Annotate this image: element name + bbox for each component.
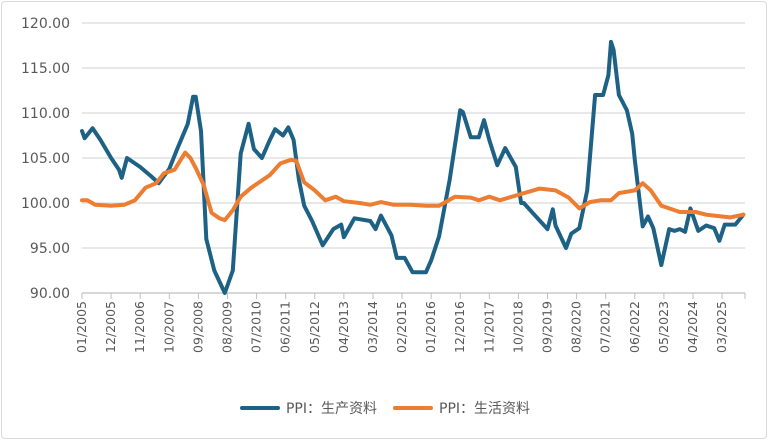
x-tick-label: 06/2022 — [627, 301, 642, 353]
x-tick-label: 05/2023 — [656, 301, 671, 353]
y-tick-label: 105.00 — [21, 151, 70, 167]
legend-item-living: PPI：生活资料 — [393, 398, 530, 418]
x-tick-label: 03/2025 — [714, 301, 729, 353]
x-tick-label: 07/2021 — [598, 301, 613, 353]
x-tick-label: 12/2016 — [452, 301, 467, 353]
legend: PPI：生产资料 PPI：生活资料 — [0, 398, 770, 418]
x-tick-label: 04/2024 — [685, 301, 700, 353]
x-tick-label: 05/2012 — [307, 301, 322, 353]
x-tick-label: 10/2007 — [161, 301, 176, 353]
x-tick-label: 11/2006 — [132, 301, 147, 353]
y-tick-label: 90.00 — [30, 286, 70, 302]
x-tick-label: 02/2015 — [394, 301, 409, 353]
x-tick-label: 08/2009 — [219, 301, 234, 353]
y-tick-label: 115.00 — [21, 61, 70, 77]
y-tick-label: 110.00 — [21, 106, 70, 122]
x-tick-label: 01/2005 — [74, 301, 89, 353]
x-tick-label: 11/2017 — [481, 301, 496, 353]
x-tick-label: 10/2018 — [510, 301, 525, 353]
x-tick-label: 08/2020 — [569, 301, 584, 353]
legend-label: PPI：生活资料 — [439, 401, 531, 417]
x-tick-label: 03/2014 — [365, 301, 380, 353]
x-tick-label: 06/2011 — [278, 301, 293, 353]
x-tick-label: 04/2013 — [336, 301, 351, 353]
legend-swatch — [393, 406, 433, 410]
y-tick-label: 120.00 — [21, 16, 70, 32]
legend-swatch — [239, 406, 280, 410]
x-tick-label: 09/2008 — [190, 301, 205, 353]
y-tick-label: 100.00 — [21, 196, 70, 212]
x-tick-label: 09/2019 — [540, 301, 555, 353]
y-tick-label: 95.00 — [30, 241, 70, 257]
x-tick-label: 12/2005 — [103, 301, 118, 353]
series-line-production — [80, 39, 746, 295]
legend-item-production: PPI：生产资料 — [239, 398, 377, 418]
x-tick-label: 07/2010 — [249, 301, 264, 353]
legend-label: PPI：生产资料 — [285, 401, 377, 417]
series-line-living — [80, 150, 746, 223]
x-tick-label: 01/2016 — [423, 301, 438, 353]
